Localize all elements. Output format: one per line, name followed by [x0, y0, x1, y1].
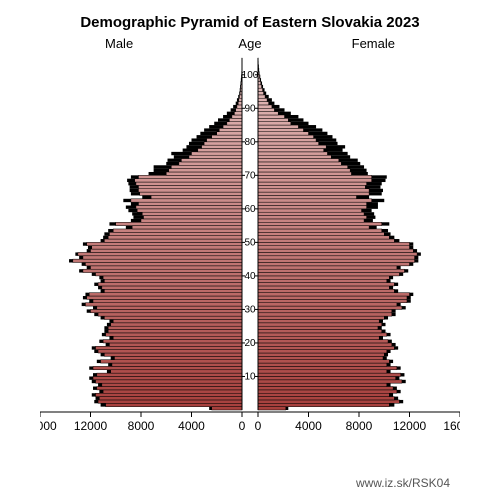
svg-text:0: 0: [255, 419, 262, 433]
svg-text:8000: 8000: [346, 419, 373, 433]
label-age: Age: [0, 36, 500, 51]
svg-text:10: 10: [244, 371, 256, 382]
svg-text:90: 90: [244, 103, 256, 114]
svg-text:50: 50: [244, 237, 256, 248]
svg-text:80: 80: [244, 137, 256, 148]
svg-text:4000: 4000: [178, 419, 205, 433]
chart-title: Demographic Pyramid of Eastern Slovakia …: [0, 14, 500, 31]
svg-text:20: 20: [244, 338, 256, 349]
svg-text:0: 0: [239, 419, 246, 433]
attribution: www.iz.sk/RSK04: [356, 476, 450, 490]
svg-text:12000: 12000: [393, 419, 427, 433]
svg-text:4000: 4000: [295, 419, 322, 433]
label-female: Female: [352, 36, 395, 51]
svg-text:40: 40: [244, 271, 256, 282]
pyramid-svg: 10 20 30 40 50 60 70 80 90 100 00 4000 4000 8000 8000 1…: [40, 52, 460, 442]
pyramid-plot: 10 20 30 40 50 60 70 80 90 100 00 4000 4000 8000 8000 1…: [40, 52, 460, 442]
svg-text:16000: 16000: [443, 419, 460, 433]
svg-text:8000: 8000: [128, 419, 155, 433]
svg-text:70: 70: [244, 170, 256, 181]
chart-container: Demographic Pyramid of Eastern Slovakia …: [0, 0, 500, 500]
svg-text:16000: 16000: [40, 419, 57, 433]
svg-text:12000: 12000: [74, 419, 108, 433]
svg-text:60: 60: [244, 204, 256, 215]
svg-text:100: 100: [242, 70, 259, 81]
svg-text:30: 30: [244, 304, 256, 315]
